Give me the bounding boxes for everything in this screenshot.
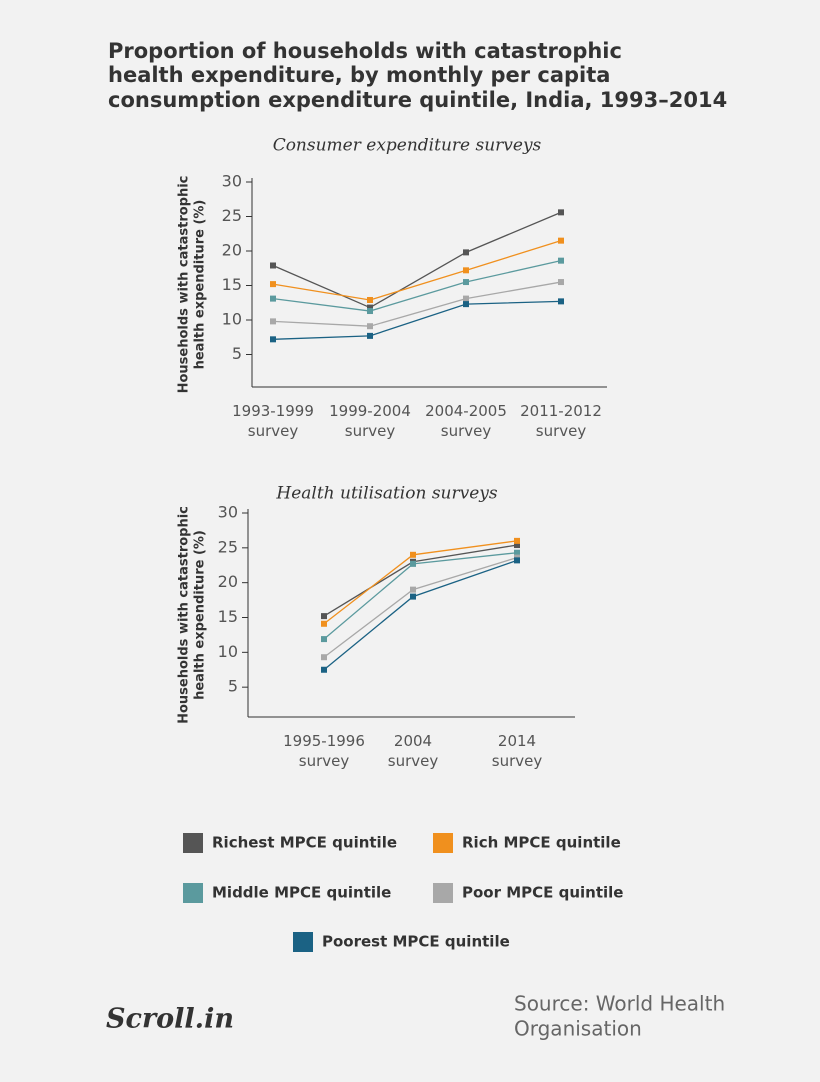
point bbox=[463, 301, 469, 308]
title-line: consumption expenditure quintile, India,… bbox=[108, 88, 727, 112]
point bbox=[367, 308, 373, 315]
point bbox=[321, 613, 327, 620]
legend-swatch bbox=[433, 883, 453, 903]
title-line: Proportion of households with catastroph… bbox=[108, 39, 622, 63]
point bbox=[410, 560, 416, 567]
point bbox=[367, 332, 373, 339]
point bbox=[463, 295, 469, 302]
y-tick-label: 20 bbox=[222, 241, 242, 260]
point bbox=[514, 557, 520, 564]
point bbox=[558, 209, 564, 216]
y-tick-label: 25 bbox=[222, 206, 242, 225]
point bbox=[321, 636, 327, 643]
y-axis-label: health expenditure (%) bbox=[193, 530, 208, 700]
point bbox=[514, 542, 520, 549]
x-tick-label: 2014 survey bbox=[492, 732, 543, 770]
logo: Scroll.in bbox=[106, 1004, 234, 1035]
point bbox=[410, 586, 416, 593]
series-line bbox=[272, 260, 562, 312]
y-tick-label: 5 bbox=[228, 677, 238, 696]
point bbox=[321, 620, 327, 627]
point bbox=[367, 296, 373, 303]
point bbox=[270, 262, 276, 269]
point bbox=[463, 249, 469, 256]
y-tick-label: 30 bbox=[222, 172, 242, 191]
y-tick-label: 5 bbox=[232, 344, 242, 363]
series-line bbox=[272, 240, 562, 301]
point bbox=[270, 318, 276, 325]
point bbox=[463, 279, 469, 286]
y-tick-label: 25 bbox=[218, 537, 238, 556]
point bbox=[558, 279, 564, 286]
legend-label: Poorest MPCE quintile bbox=[322, 933, 510, 951]
legend-swatch bbox=[183, 833, 203, 853]
y-tick-label: 10 bbox=[222, 310, 242, 329]
series-line bbox=[272, 211, 562, 309]
y-axis-label: Households with catastrophic bbox=[177, 176, 192, 394]
point bbox=[410, 551, 416, 558]
series-line bbox=[272, 281, 562, 327]
legend-label: Rich MPCE quintile bbox=[462, 834, 621, 852]
point bbox=[410, 593, 416, 600]
y-axis-label: health expenditure (%) bbox=[193, 200, 208, 370]
point bbox=[270, 295, 276, 302]
y-axis-label: Households with catastrophic bbox=[177, 506, 192, 724]
chart-subtitle: Consumer expenditure surveys bbox=[273, 136, 542, 156]
point bbox=[514, 537, 520, 544]
source: Organisation bbox=[514, 1017, 642, 1041]
x-tick-label: 2004-2005 survey bbox=[425, 402, 507, 440]
legend-swatch bbox=[183, 883, 203, 903]
y-tick-label: 10 bbox=[218, 642, 238, 661]
point bbox=[558, 237, 564, 244]
x-tick-label: 2004 survey bbox=[388, 732, 439, 770]
chart-subtitle: Health utilisation surveys bbox=[275, 484, 498, 504]
x-tick-label: 1993-1999 survey bbox=[232, 402, 314, 440]
point bbox=[270, 336, 276, 343]
point bbox=[514, 549, 520, 556]
title-line: health expenditure, by monthly per capit… bbox=[108, 63, 610, 87]
point bbox=[558, 298, 564, 305]
legend-swatch bbox=[293, 932, 313, 952]
y-tick-label: 15 bbox=[218, 607, 238, 626]
point bbox=[558, 257, 564, 264]
legend-label: Poor MPCE quintile bbox=[462, 884, 623, 902]
point bbox=[367, 323, 373, 330]
x-tick-label: 2011-2012 survey bbox=[520, 402, 602, 440]
legend-label: Middle MPCE quintile bbox=[212, 884, 391, 902]
series-line bbox=[272, 300, 562, 340]
x-tick-label: 1999-2004 survey bbox=[329, 402, 411, 440]
legend-swatch bbox=[433, 833, 453, 853]
y-tick-label: 15 bbox=[222, 275, 242, 294]
point bbox=[270, 281, 276, 288]
legend-label: Richest MPCE quintile bbox=[212, 834, 397, 852]
point bbox=[321, 654, 327, 661]
source: Source: World Health bbox=[514, 992, 725, 1016]
point bbox=[463, 267, 469, 274]
point bbox=[321, 666, 327, 673]
y-tick-label: 30 bbox=[218, 503, 238, 522]
point bbox=[367, 304, 373, 311]
y-tick-label: 20 bbox=[218, 572, 238, 591]
x-tick-label: 1995-1996 survey bbox=[283, 732, 365, 770]
